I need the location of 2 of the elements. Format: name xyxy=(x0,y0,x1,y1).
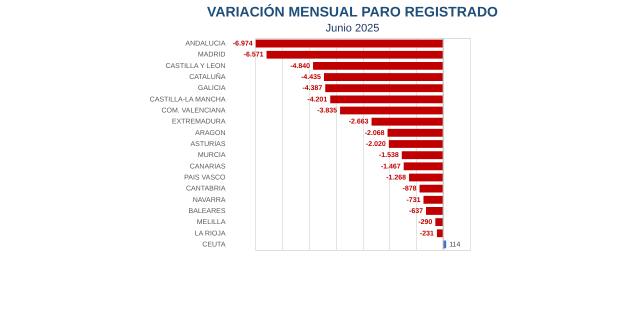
chart-subtitle: Junio 2025 xyxy=(326,22,380,34)
chart-title: VARIACIÓN MENSUAL PARO REGISTRADO xyxy=(207,4,498,20)
